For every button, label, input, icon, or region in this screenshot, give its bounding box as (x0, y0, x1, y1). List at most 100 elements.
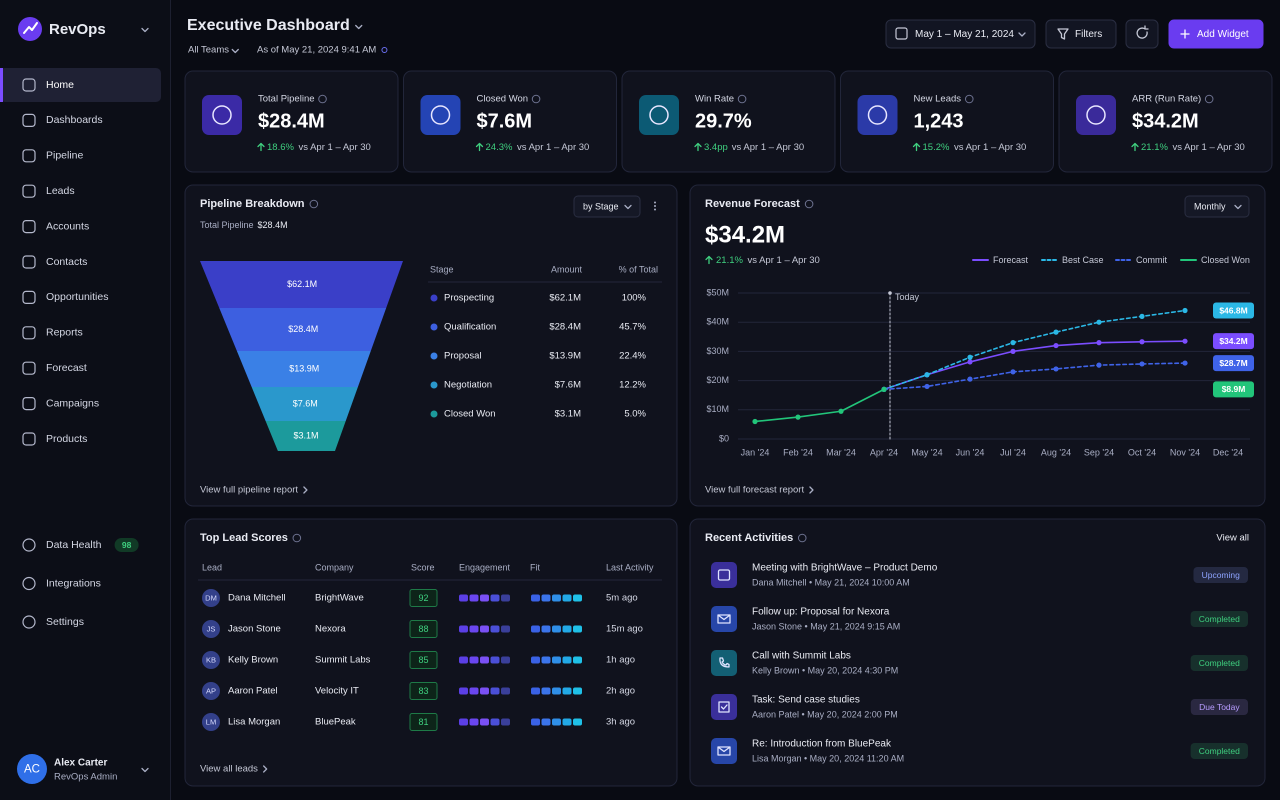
nav-item[interactable]: Settings (46, 616, 84, 628)
add-widget-button[interactable] (1168, 19, 1264, 49)
nav-item[interactable]: Home (46, 79, 74, 91)
stage-amount: $13.9M (549, 351, 581, 362)
team-filter[interactable]: All Teams (188, 45, 229, 56)
nav-item[interactable]: Leads (46, 185, 75, 197)
lead-avatar (202, 589, 220, 607)
end-label: $28.7M (1219, 358, 1247, 368)
lead-score: 88 (418, 624, 428, 634)
x-tick-label: Apr '24 (870, 447, 898, 457)
engagement-segment (490, 625, 500, 633)
badge (114, 538, 139, 552)
kpi-icon-bg (1076, 95, 1116, 135)
x-tick-label: Mar '24 (826, 447, 856, 457)
lead-name: Aaron Patel (228, 686, 278, 697)
fit-segment (541, 687, 551, 695)
engagement-segment (501, 625, 510, 633)
activity-glyph (717, 614, 731, 624)
kpi-icon (430, 105, 451, 125)
report-link[interactable]: View full forecast report (705, 485, 804, 496)
period-dropdown[interactable] (1184, 195, 1250, 218)
kpi-compare: vs Apr 1 – Apr 30 (298, 142, 370, 153)
legend-label: Closed Won (1201, 255, 1250, 265)
stage-name: Proposal (444, 351, 482, 362)
nav-item[interactable]: Pipeline (46, 150, 84, 162)
status-pill-text: Completed (1199, 658, 1240, 668)
funnel-segment (236, 351, 371, 387)
funnel-label: $62.1M (287, 279, 317, 289)
lead-name: Lisa Morgan (228, 717, 280, 728)
engagement-segment (469, 656, 479, 664)
nav-icon (22, 184, 36, 198)
series-point (924, 383, 930, 390)
status-pill-text: Upcoming (1202, 570, 1241, 580)
group-by-dropdown[interactable] (573, 195, 641, 218)
series-point (1096, 340, 1102, 346)
sidebar (0, 0, 170, 800)
engagement-segment (490, 718, 500, 726)
engagement-segment (490, 687, 500, 695)
fit-segment (573, 718, 582, 726)
engagement-segment (459, 625, 468, 633)
nav-item[interactable]: Integrations (46, 577, 101, 589)
nav-item[interactable]: Dashboards (46, 114, 103, 126)
series-point (1139, 361, 1145, 367)
nav-item[interactable]: Products (46, 433, 87, 445)
stage-amount: $3.1M (555, 409, 581, 420)
series-point (1096, 319, 1102, 325)
report-link[interactable]: View full pipeline report (200, 485, 298, 496)
nav-item[interactable]: Campaigns (46, 397, 99, 409)
chevron (141, 767, 149, 773)
view-all-link[interactable]: View all (1216, 533, 1249, 544)
kpi-value: $28.4M (258, 110, 325, 132)
funnel-segment (251, 387, 358, 421)
lead-company: Summit Labs (315, 655, 371, 666)
kpi-value: $34.2M (1132, 110, 1199, 132)
fit-segment (531, 718, 540, 726)
nav-item[interactable]: Reports (46, 327, 83, 339)
date-picker[interactable] (885, 19, 1036, 49)
fit-segment (541, 625, 551, 633)
nav-item[interactable]: Contacts (46, 256, 87, 268)
kpi-change: 21.1% (1141, 142, 1168, 153)
refresh-button[interactable] (1125, 19, 1159, 49)
engagement-segment (459, 594, 468, 602)
status-pill (1193, 567, 1248, 583)
funnel-label: $7.6M (293, 398, 318, 408)
series-point (1053, 342, 1059, 349)
info-icon (964, 94, 974, 104)
kpi-label: ARR (Run Rate) (1132, 94, 1201, 105)
nav-item[interactable]: Forecast (46, 362, 87, 374)
kpi-change: 24.3% (486, 142, 513, 153)
nav-item[interactable]: Opportunities (46, 291, 108, 303)
column-header: Score (411, 562, 435, 572)
brand-name: RevOps (49, 21, 106, 38)
activity-meta: Aaron Patel • May 20, 2024 2:00 PM (752, 709, 898, 719)
series-point (1096, 362, 1102, 368)
add-widget-label: Add Widget (1197, 29, 1249, 40)
engagement-segment (490, 656, 500, 664)
fit-segment (531, 687, 540, 695)
nav-item[interactable]: Accounts (46, 220, 89, 232)
nav-active-bg (0, 68, 161, 102)
nav-item[interactable]: Data Health (46, 539, 102, 551)
end-label-bg (1213, 355, 1254, 372)
series-point (1053, 329, 1059, 335)
fit-segment (531, 594, 540, 602)
series-point (1010, 348, 1016, 354)
report-link[interactable]: View all leads (200, 764, 258, 775)
live-dot (381, 47, 388, 53)
y-tick-label: $0 (719, 433, 729, 443)
stage-dot (430, 323, 438, 331)
stage-share: 5.0% (624, 409, 646, 420)
badge-text: 98 (122, 540, 132, 550)
fit-segment (573, 687, 582, 695)
filters-label: Filters (1075, 29, 1102, 40)
info-icon (1204, 94, 1214, 104)
filter-icon (1057, 28, 1069, 40)
filters-button[interactable] (1045, 19, 1117, 49)
chevron (141, 27, 149, 33)
activity-meta: Kelly Brown • May 20, 2024 4:30 PM (752, 665, 898, 675)
up-arrow (912, 142, 921, 152)
avatar-initials: AC (24, 764, 40, 776)
brand-logo-mark (23, 22, 38, 34)
